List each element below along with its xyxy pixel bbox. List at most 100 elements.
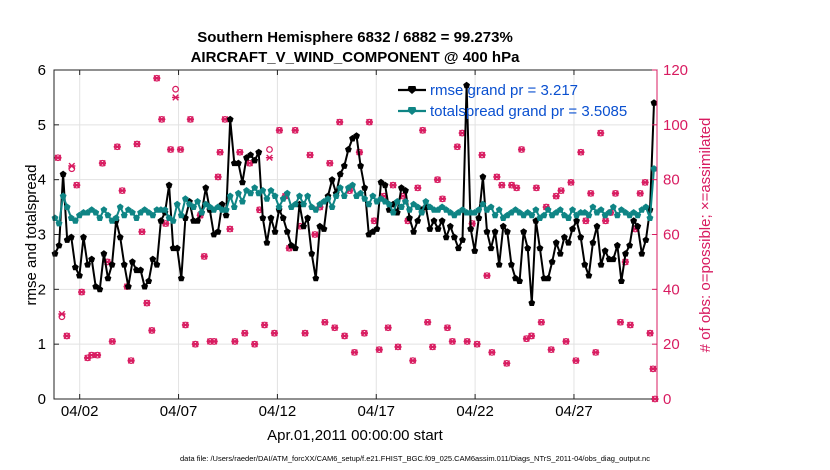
obs-assimilated-point	[601, 217, 610, 225]
totalspread-point	[589, 203, 597, 210]
obs-assimilated-point	[331, 324, 339, 332]
rmse-point	[292, 244, 299, 252]
obs-assimilated-point	[641, 179, 649, 186]
y-tick-label: 1	[38, 336, 46, 353]
y2-tick-label: 20	[663, 336, 680, 353]
obs-assimilated-point	[626, 321, 634, 329]
obs-assimilated-point	[251, 340, 259, 348]
rmse-point	[55, 241, 63, 249]
obs-assimilated-point	[176, 146, 185, 153]
rmse-point	[438, 217, 446, 224]
obs-assimilated-point	[84, 354, 92, 362]
legend-spread-label: totalspread grand pr = 3.5085	[430, 103, 627, 120]
totalspread-point	[173, 200, 181, 208]
rmse-point	[202, 184, 210, 191]
obs-assimilated-point	[572, 357, 580, 364]
rmse-point	[442, 233, 450, 241]
obs-assimilated-point	[148, 327, 156, 334]
totalspread-point	[55, 219, 63, 227]
totalspread-point	[63, 203, 71, 210]
rmse-point	[304, 214, 312, 221]
obs-assimilated-point	[513, 184, 521, 192]
rmse-point	[340, 162, 348, 169]
totalspread-point	[406, 206, 413, 213]
rmse-point	[141, 283, 149, 290]
rmse-point	[71, 263, 79, 271]
obs-possible-point	[266, 146, 273, 153]
obs-assimilated-point	[210, 338, 218, 345]
rmse-point	[104, 274, 112, 282]
x-tick-label: 04/12	[259, 403, 297, 420]
obs-assimilated-point	[167, 146, 175, 153]
rmse-point	[459, 236, 466, 243]
obs-assimilated-point	[98, 159, 107, 167]
obs-assimilated-point	[483, 272, 491, 279]
obs-assimilated-point	[498, 181, 506, 189]
obs-assimilated-point	[636, 190, 644, 197]
rmse-point	[255, 148, 263, 156]
totalspread-point	[475, 206, 483, 213]
obs-assimilated-point	[301, 329, 309, 337]
obs-assimilated-point	[113, 143, 121, 151]
rmse-point	[622, 250, 629, 257]
totalspread-point	[340, 192, 348, 199]
y2-tick-label: 120	[663, 62, 688, 79]
obs-assimilated-point	[118, 187, 126, 194]
obs-assimilated-point	[241, 329, 249, 337]
obs-assimilated-point	[200, 253, 208, 260]
rmse-point	[406, 214, 413, 221]
rmse-point	[328, 176, 336, 183]
rmse-point	[76, 272, 83, 279]
rmse-point	[149, 255, 157, 263]
totalspread-point	[129, 209, 136, 216]
obs-assimilated-point	[93, 351, 102, 359]
rmse-point	[463, 81, 470, 89]
obs-assimilated-point	[611, 190, 620, 197]
rmse-point	[503, 228, 511, 235]
x-tick-label: 04/17	[357, 403, 395, 420]
totalspread-point	[402, 198, 409, 205]
rmse-point	[361, 184, 369, 191]
totalspread-point	[271, 192, 279, 199]
totalspread-point	[100, 206, 108, 213]
obs-assimilated-point	[260, 321, 269, 329]
y2-tick-label: 0	[663, 391, 671, 408]
obs-assimilated-point	[181, 321, 190, 329]
rmse-point	[80, 233, 87, 241]
rmse-point	[520, 228, 528, 235]
obs-assimilated-point	[73, 181, 81, 189]
rmse-point	[88, 255, 96, 263]
totalspread-point	[279, 195, 287, 202]
rmse-point	[165, 181, 173, 189]
totalspread-point	[169, 217, 177, 224]
rmse-point	[487, 244, 495, 252]
rmse-point	[577, 233, 585, 241]
rmse-point	[446, 222, 454, 230]
legend: rmse grand pr = 3.217 totalspread grand …	[398, 82, 627, 120]
obs-assimilated-point	[438, 195, 447, 203]
totalspread-point	[104, 211, 112, 219]
obs-assimilated-point	[582, 217, 590, 225]
rmse-point	[157, 217, 165, 224]
totalspread-point	[239, 198, 246, 205]
rmse-point	[508, 261, 515, 268]
obs-assimilated-point	[214, 173, 222, 181]
obs-assimilated-point	[597, 129, 605, 137]
obs-assimilated-point	[448, 338, 456, 345]
obs-possible-point	[172, 85, 179, 93]
rmse-point	[345, 145, 352, 153]
obs-assimilated-point	[527, 332, 536, 340]
totalspread-point	[646, 214, 654, 221]
rmse-point	[51, 250, 59, 257]
y-tick-label: 0	[38, 391, 46, 408]
obs-assimilated-point	[216, 148, 224, 156]
totalspread-point	[650, 165, 658, 172]
obs-assimilated-point	[394, 343, 402, 351]
rmse-point	[630, 217, 638, 224]
obs-assimilated-point	[68, 162, 76, 170]
rmse-point	[475, 214, 483, 221]
obs-assimilated-point	[443, 324, 452, 332]
rmse-point	[279, 214, 287, 221]
